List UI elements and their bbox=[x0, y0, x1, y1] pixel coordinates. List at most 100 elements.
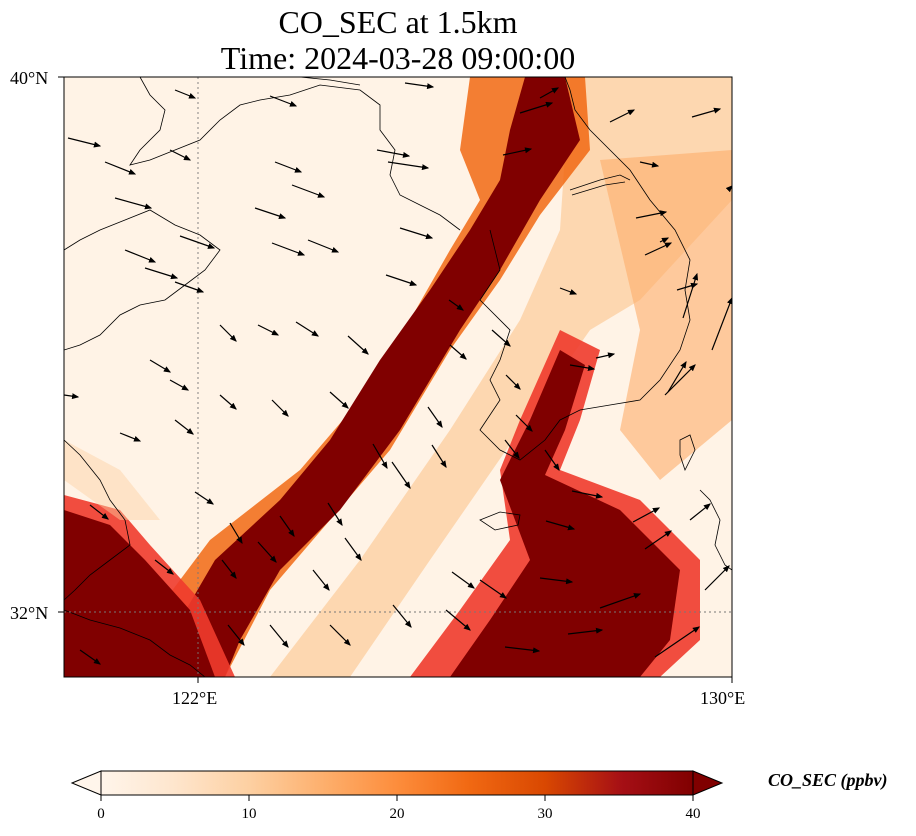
map-title: CO_SEC at 1.5km bbox=[278, 4, 518, 40]
wind-arrow bbox=[519, 101, 554, 114]
wind-arrow bbox=[515, 414, 533, 432]
plume-core-southwest bbox=[64, 510, 215, 677]
wind-arrow bbox=[376, 149, 411, 158]
wind-arrow bbox=[387, 161, 430, 171]
wind-arrow bbox=[227, 624, 245, 646]
wind-arrow bbox=[682, 272, 699, 319]
wind-arrow bbox=[89, 504, 109, 520]
wind-arrow bbox=[689, 503, 711, 521]
wind-arrow bbox=[654, 626, 700, 658]
wind-arrow bbox=[505, 374, 521, 390]
wind-arrow bbox=[169, 379, 190, 391]
pale-patch-china bbox=[64, 440, 160, 520]
island-jeju bbox=[479, 511, 521, 531]
wind-arrow bbox=[504, 646, 541, 654]
wind-arrow bbox=[632, 507, 661, 523]
plume-core-southeast bbox=[450, 350, 680, 677]
wind-arrow bbox=[644, 530, 672, 550]
plume-halo-korea bbox=[600, 150, 732, 480]
wind-arrow bbox=[219, 324, 237, 342]
wind-arrow bbox=[229, 522, 243, 545]
gridlines bbox=[64, 77, 732, 677]
wind-arrow bbox=[307, 239, 340, 253]
wind-arrow bbox=[257, 541, 277, 563]
colorbar-extend-min bbox=[70, 770, 102, 796]
concentration-field bbox=[64, 77, 732, 677]
wind-arrow bbox=[595, 352, 616, 359]
colorbar-tick-40: 40 bbox=[685, 806, 701, 822]
wind-arrow bbox=[194, 491, 214, 505]
wind-arrow bbox=[124, 249, 157, 263]
wind-arrow bbox=[445, 609, 471, 631]
wind-arrow bbox=[539, 577, 574, 585]
wind-arrow bbox=[691, 107, 722, 118]
wind-arrow bbox=[327, 502, 343, 527]
wind-arrow bbox=[667, 360, 687, 393]
wind-arrow bbox=[664, 364, 696, 396]
wind-arrow bbox=[372, 443, 388, 470]
coastline-yangtze bbox=[64, 609, 206, 677]
wind-arrow bbox=[169, 149, 192, 161]
wind-arrow bbox=[279, 515, 295, 537]
wind-arrow bbox=[676, 282, 699, 291]
wind-arrow bbox=[154, 559, 174, 575]
wind-arrow bbox=[254, 207, 287, 219]
colorbar-tick-30: 30 bbox=[537, 806, 553, 822]
wind-arrow bbox=[451, 571, 475, 589]
wind-arrow bbox=[221, 559, 237, 579]
wind-arrow bbox=[659, 237, 670, 244]
wind-arrow bbox=[545, 520, 576, 531]
wind-arrow bbox=[119, 432, 142, 442]
wind-arrow bbox=[269, 624, 289, 648]
wind-arrow bbox=[639, 161, 660, 168]
wind-arrow bbox=[67, 137, 102, 148]
wind-arrow bbox=[392, 604, 412, 628]
colorbar-tick-0: 0 bbox=[97, 806, 105, 822]
plume-core-main bbox=[180, 77, 580, 677]
wind-arrow bbox=[711, 296, 732, 351]
wind-arrow bbox=[291, 184, 326, 198]
wind-arrow bbox=[347, 335, 369, 355]
colorbar-extend-max bbox=[692, 770, 724, 796]
wind-arrow bbox=[544, 449, 560, 471]
coastline-bohai bbox=[129, 77, 461, 231]
wind-arrow bbox=[635, 210, 668, 219]
wind-arrow bbox=[344, 537, 362, 561]
wind-arrow bbox=[644, 242, 673, 256]
coastline-liaodong bbox=[299, 77, 361, 86]
wind-arrow bbox=[404, 82, 435, 90]
wind-arrow bbox=[149, 359, 172, 373]
wind-arrow bbox=[174, 419, 194, 435]
colorbar-tick-20: 20 bbox=[389, 806, 405, 822]
coastline-china bbox=[64, 209, 221, 351]
colorbar-label: CO_SEC (ppbv) bbox=[768, 770, 888, 790]
island-tsushima bbox=[679, 434, 696, 472]
colorbar-tick-10: 10 bbox=[241, 806, 257, 822]
wind-arrow bbox=[312, 569, 330, 591]
wind-arrow bbox=[567, 627, 604, 635]
coastline-korea-west bbox=[479, 77, 691, 461]
wind-arrow bbox=[329, 391, 349, 409]
wind-arrow bbox=[571, 490, 604, 499]
wind-arrow bbox=[144, 267, 179, 280]
map-frame bbox=[63, 76, 733, 678]
wind-arrow bbox=[174, 89, 197, 99]
wind-arrow bbox=[599, 593, 642, 609]
wind-arrow bbox=[329, 624, 351, 646]
lon-tick-130: 130°E bbox=[700, 688, 746, 708]
wind-arrow bbox=[449, 344, 467, 360]
wind-arrow bbox=[257, 324, 280, 336]
wind-arrow bbox=[491, 329, 511, 347]
wind-arrow bbox=[448, 299, 464, 311]
wind-arrow bbox=[295, 321, 320, 337]
wind-arrow bbox=[502, 147, 533, 156]
wind-arrow bbox=[609, 109, 636, 123]
wind-arrow bbox=[559, 287, 578, 295]
wind-arrow bbox=[704, 565, 730, 591]
wind-arrow bbox=[385, 274, 418, 286]
axis-ticks bbox=[58, 76, 733, 683]
wind-arrow bbox=[79, 649, 101, 665]
coastline-korea-neck bbox=[569, 174, 631, 196]
lat-tick-32: 32°N bbox=[10, 603, 49, 623]
